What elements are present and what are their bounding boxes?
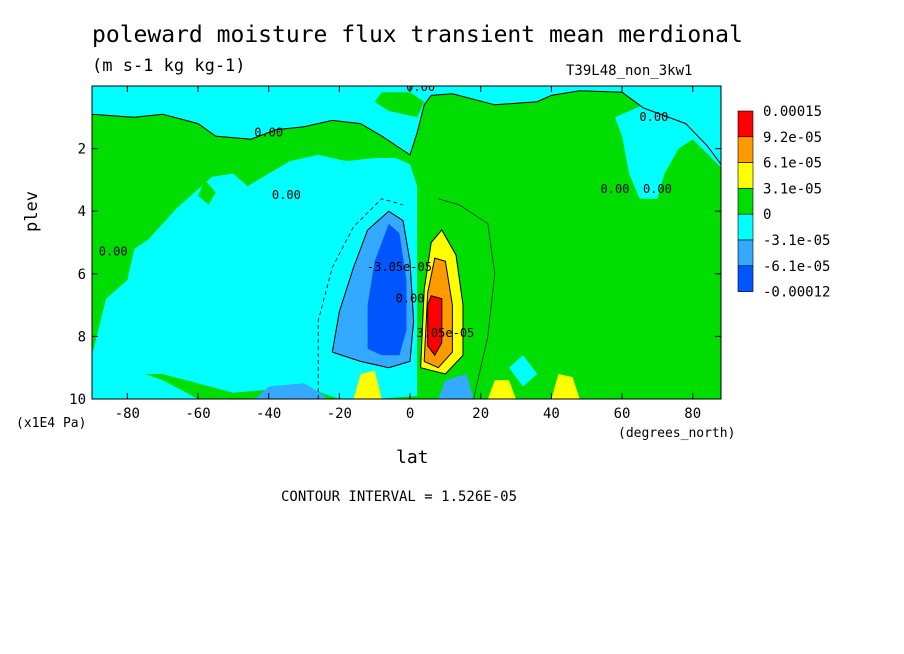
- contour-line: [331, 210, 415, 369]
- contour-label: 0.00: [639, 110, 668, 124]
- field-green-bit: [198, 179, 216, 205]
- y-axis-unit: (x1E4 Pa): [16, 416, 87, 431]
- field-positive-core: [427, 295, 442, 356]
- legend-label: 0.00015: [763, 104, 822, 120]
- chart-units: (m s-1 kg kg-1): [92, 56, 246, 76]
- contour-label: 0.00: [99, 244, 128, 258]
- axes: -80 -60 -40 -20 0 20 40 60 80 2 4 6 8 10: [69, 86, 721, 422]
- legend-swatch: [737, 110, 754, 138]
- field-cyan-bit: [509, 355, 538, 387]
- legend-swatch: [737, 239, 754, 267]
- contour-line: [420, 229, 464, 375]
- contour-label: 0.00: [643, 182, 672, 196]
- plot-area: 0.00 0.00 0.00 0.00 0.00 0.00 0.00 -3.05e-05 0.0…: [92, 80, 721, 399]
- contour-label: 3.05e-05: [416, 326, 474, 340]
- y-tick-label: 4: [78, 204, 86, 220]
- chart-title: poleward moisture flux transient mean me…: [92, 22, 743, 48]
- x-tick-label: -40: [256, 406, 281, 422]
- x-tick-label: 60: [614, 406, 631, 422]
- field-upper-cyan: [92, 86, 721, 165]
- legend-label: 6.1e-05: [763, 156, 822, 172]
- contour-label: 0.00: [396, 291, 425, 305]
- x-tick-label: -20: [327, 406, 352, 422]
- legend-swatch: [737, 265, 754, 292]
- plot-frame: [91, 85, 722, 400]
- legend-swatch: [737, 162, 754, 189]
- legend-label: -3.1e-05: [763, 233, 830, 249]
- field-negative-surface: [254, 383, 326, 399]
- field-positive-surface: [353, 370, 382, 399]
- contour-line: [427, 295, 443, 357]
- field-negative-surface: [438, 374, 474, 399]
- contour-label: 0.00: [272, 188, 301, 202]
- legend-label: 9.2e-05: [763, 130, 822, 146]
- contour-label: -3.05e-05: [367, 260, 432, 274]
- x-tick-label: 20: [472, 406, 489, 422]
- x-tick-label: 40: [543, 406, 560, 422]
- field-positive-surface: [551, 374, 580, 399]
- x-tick-label: -60: [185, 406, 210, 422]
- field-northern-cyan: [615, 104, 721, 199]
- contour-label: 0.00: [406, 80, 435, 94]
- y-tick-label: 8: [78, 329, 86, 345]
- x-tick-label: -80: [115, 406, 140, 422]
- legend-label: 0: [763, 207, 771, 223]
- contour-interval-note: CONTOUR INTERVAL = 1.526E-05: [281, 489, 518, 505]
- y-tick-label: 6: [78, 267, 86, 283]
- y-tick-label: 10: [69, 392, 86, 408]
- legend-label: -0.00012: [763, 285, 830, 301]
- x-tick-label: 80: [684, 406, 701, 422]
- legend-swatch: [737, 136, 754, 163]
- field-cyan-bit: [92, 367, 198, 399]
- contour-line: [317, 198, 404, 399]
- field-negative-core: [367, 223, 407, 356]
- color-legend: 0.00015 9.2e-05 6.1e-05 3.1e-05 0 -3.1e-05 -6.…: [737, 104, 830, 301]
- field-green-bit: [374, 92, 425, 118]
- contour-line: [438, 198, 496, 399]
- contour-line: [423, 257, 453, 369]
- x-axis-unit: (degrees_north): [618, 426, 736, 441]
- contour-line: [92, 86, 721, 166]
- run-label: T39L48_non_3kw1: [566, 63, 693, 79]
- legend-swatch: [737, 188, 754, 215]
- x-axis-label: lat: [396, 447, 429, 468]
- contour-label: 0.00: [601, 182, 630, 196]
- legend-label: 3.1e-05: [763, 181, 822, 197]
- legend-swatch: [737, 213, 754, 241]
- x-tick-label: 0: [406, 406, 414, 422]
- field-positive-surface: [487, 380, 516, 399]
- contour-label: 0.00: [254, 125, 283, 139]
- legend-label: -6.1e-05: [763, 259, 830, 275]
- y-tick-label: 2: [78, 142, 86, 158]
